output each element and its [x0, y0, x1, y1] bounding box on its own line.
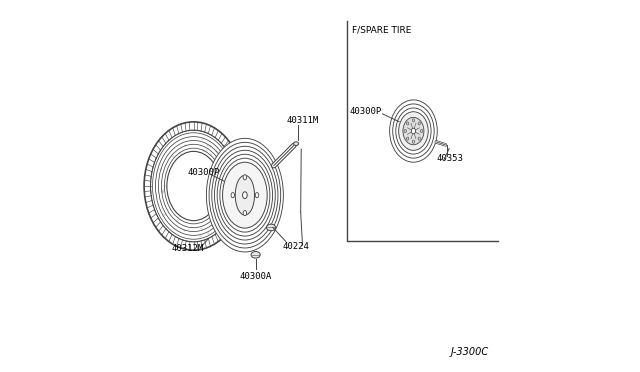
Ellipse shape: [266, 224, 276, 231]
Text: 40353: 40353: [436, 154, 463, 163]
Text: 40300P: 40300P: [187, 168, 220, 177]
Ellipse shape: [390, 100, 437, 162]
Text: 40224: 40224: [282, 242, 309, 251]
Ellipse shape: [412, 128, 415, 134]
Ellipse shape: [251, 251, 260, 258]
Text: 40300P: 40300P: [349, 107, 381, 116]
Text: F/SPARE TIRE: F/SPARE TIRE: [352, 25, 412, 34]
Ellipse shape: [231, 193, 234, 198]
Ellipse shape: [399, 112, 428, 150]
Ellipse shape: [294, 142, 299, 145]
Text: 40311M: 40311M: [287, 116, 319, 125]
Ellipse shape: [243, 211, 246, 216]
Ellipse shape: [406, 122, 409, 125]
Text: J-3300C: J-3300C: [451, 347, 488, 357]
Ellipse shape: [243, 175, 246, 180]
Ellipse shape: [167, 151, 220, 221]
Ellipse shape: [243, 192, 247, 199]
Ellipse shape: [236, 175, 255, 215]
Ellipse shape: [412, 140, 415, 143]
Ellipse shape: [406, 137, 409, 140]
Ellipse shape: [418, 137, 420, 140]
Ellipse shape: [412, 119, 415, 122]
Ellipse shape: [418, 122, 420, 125]
Text: 40300A: 40300A: [239, 272, 271, 280]
Ellipse shape: [420, 129, 423, 132]
Ellipse shape: [403, 117, 424, 145]
Ellipse shape: [207, 138, 284, 252]
Ellipse shape: [404, 129, 406, 132]
Text: 40312M: 40312M: [172, 244, 204, 253]
Ellipse shape: [144, 122, 243, 250]
Ellipse shape: [255, 193, 259, 198]
Ellipse shape: [223, 162, 267, 228]
